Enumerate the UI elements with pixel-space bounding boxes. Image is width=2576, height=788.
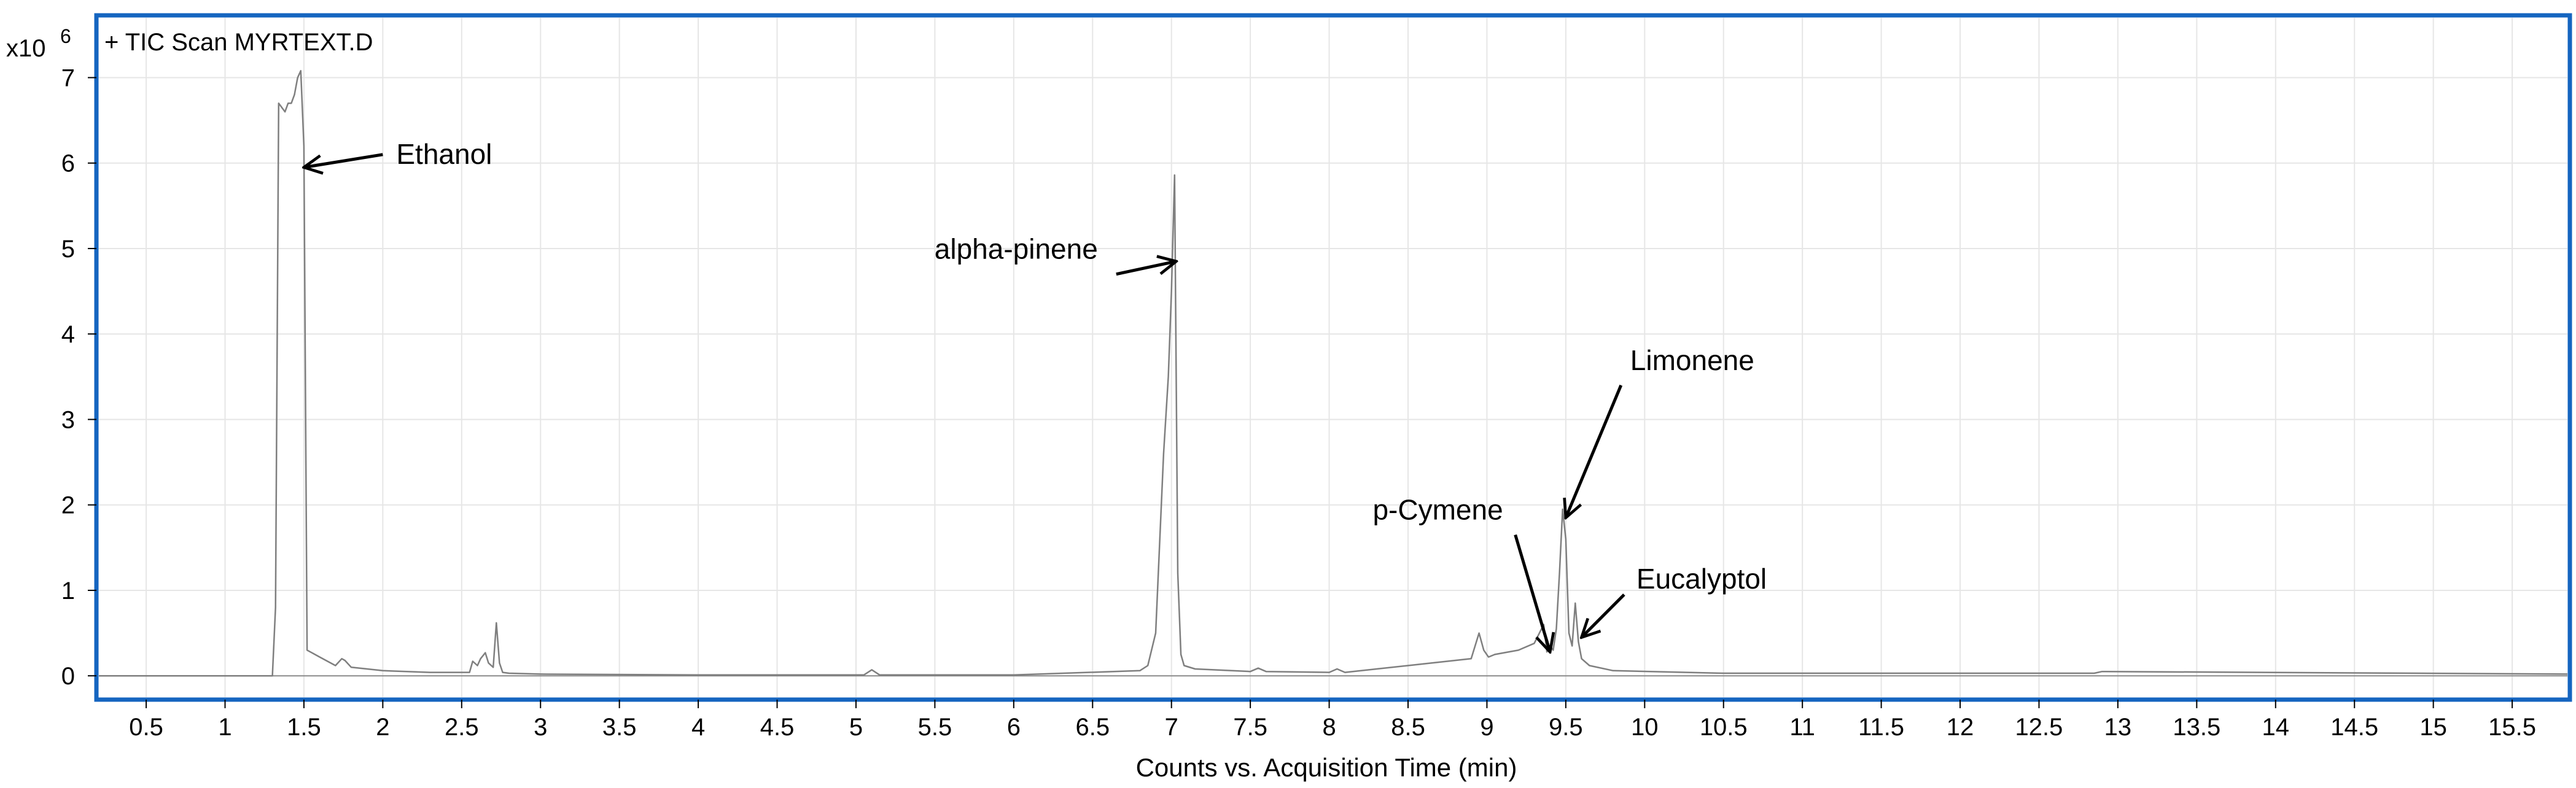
y-multiplier: x10 <box>6 35 46 62</box>
annotation-arrow <box>1116 261 1177 276</box>
x-tick-label: 7.5 <box>1233 714 1267 741</box>
y-tick-label: 2 <box>61 492 75 519</box>
y-tick-label: 6 <box>61 150 75 177</box>
annotation-label: alpha-pinene <box>935 233 1098 265</box>
y-tick-label: 1 <box>61 577 75 605</box>
annotation-label: p-Cymene <box>1372 493 1503 525</box>
x-tick-label: 13 <box>2104 714 2132 741</box>
x-tick-label: 11 <box>1789 714 1815 741</box>
x-tick-label: 3 <box>534 714 547 741</box>
x-tick-label: 10.5 <box>1700 714 1748 741</box>
peak-annotations: Ethanol alpha-pinene p-Cymene Limonene Eucal… <box>304 138 1767 652</box>
plot-area-frame <box>94 13 2572 702</box>
series-line-tic <box>99 70 2568 677</box>
x-tick-label: 8 <box>1322 714 1336 741</box>
x-tick-label: 3.5 <box>602 714 637 741</box>
x-tick-label: 14.5 <box>2330 714 2378 741</box>
x-tick-label: 6.5 <box>1075 714 1110 741</box>
x-tick-label: 11.5 <box>1858 714 1904 741</box>
x-tick-label: 7 <box>1165 714 1178 741</box>
annotation-arrow <box>1566 384 1623 518</box>
x-tick-label: 2.5 <box>445 714 479 741</box>
x-tick-label: 9.5 <box>1549 714 1583 741</box>
annotation-arrow <box>1514 534 1551 652</box>
x-tick-label: 0.5 <box>129 714 163 741</box>
annotation-label: Limonene <box>1630 344 1754 376</box>
annotation-arrow <box>1582 593 1625 638</box>
x-tick-label: 12.5 <box>2015 714 2063 741</box>
x-tick-label: 5 <box>849 714 863 741</box>
y-exponent: 6 <box>60 25 71 47</box>
annotation-label: Ethanol <box>396 138 492 170</box>
gridlines <box>99 18 2567 697</box>
x-axis-label: Counts vs. Acquisition Time (min) <box>1136 753 1517 782</box>
annotation-arrow <box>304 153 383 168</box>
y-tick-label: 3 <box>61 406 75 433</box>
x-tick-label: 15 <box>2419 714 2447 741</box>
x-tick-label: 6 <box>1007 714 1021 741</box>
x-tick-label: 2 <box>376 714 389 741</box>
x-tick-label: 14 <box>2262 714 2290 741</box>
series-layer <box>99 70 2568 677</box>
x-tick-label: 10 <box>1631 714 1659 741</box>
x-tick-label: 4.5 <box>760 714 795 741</box>
x-tick-label: 15.5 <box>2488 714 2536 741</box>
axes: 0.5 1 1.5 2 2.5 3 3.5 4 4.5 5 5.5 6 6.5 7 7.5 8 8.5 9 9.5 1… <box>61 64 2536 741</box>
y-tick-label: 4 <box>61 321 75 348</box>
chart-title: + TIC Scan MYRTEXT.D <box>104 29 373 56</box>
y-tick-label: 0 <box>61 663 75 690</box>
x-tick-label: 1.5 <box>287 714 321 741</box>
x-tick-label: 9 <box>1480 714 1493 741</box>
x-tick-label: 1 <box>218 714 232 741</box>
annotation-label: Eucalyptol <box>1636 563 1767 595</box>
x-tick-label: 13.5 <box>2173 714 2220 741</box>
y-tick-label: 7 <box>61 64 75 91</box>
x-tick-label: 5.5 <box>918 714 952 741</box>
x-tick-label: 12 <box>1947 714 1974 741</box>
y-tick-label: 5 <box>61 236 75 263</box>
x-tick-label: 8.5 <box>1391 714 1425 741</box>
x-tick-label: 4 <box>691 714 705 741</box>
